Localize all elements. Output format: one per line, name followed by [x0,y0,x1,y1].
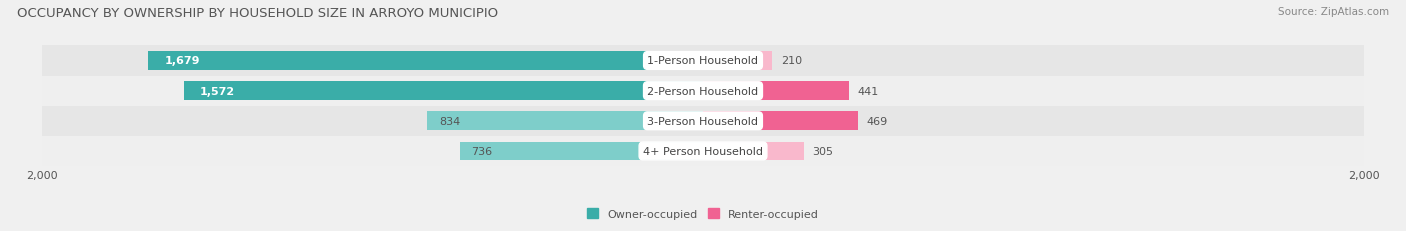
Bar [42,76,1364,106]
Text: 441: 441 [858,86,879,96]
Bar [42,46,1364,76]
Text: 210: 210 [780,56,801,66]
Bar [703,142,804,161]
Text: 469: 469 [866,116,887,126]
Bar [42,106,1364,136]
Bar [42,136,1364,166]
Text: 2-Person Household: 2-Person Household [647,86,759,96]
Text: 4+ Person Household: 4+ Person Household [643,146,763,156]
Text: 736: 736 [471,146,492,156]
Text: 305: 305 [813,146,832,156]
Text: Source: ZipAtlas.com: Source: ZipAtlas.com [1278,7,1389,17]
Bar [427,112,703,131]
Bar [460,142,703,161]
Text: 1,679: 1,679 [165,56,200,66]
Bar [148,52,703,70]
Bar [703,112,858,131]
Bar [703,82,849,100]
Text: 1-Person Household: 1-Person Household [648,56,758,66]
Text: OCCUPANCY BY OWNERSHIP BY HOUSEHOLD SIZE IN ARROYO MUNICIPIO: OCCUPANCY BY OWNERSHIP BY HOUSEHOLD SIZE… [17,7,498,20]
Text: 834: 834 [439,116,460,126]
Text: 3-Person Household: 3-Person Household [648,116,758,126]
Legend: Owner-occupied, Renter-occupied: Owner-occupied, Renter-occupied [582,204,824,223]
Bar [184,82,703,100]
Bar [703,52,772,70]
Text: 1,572: 1,572 [200,86,235,96]
